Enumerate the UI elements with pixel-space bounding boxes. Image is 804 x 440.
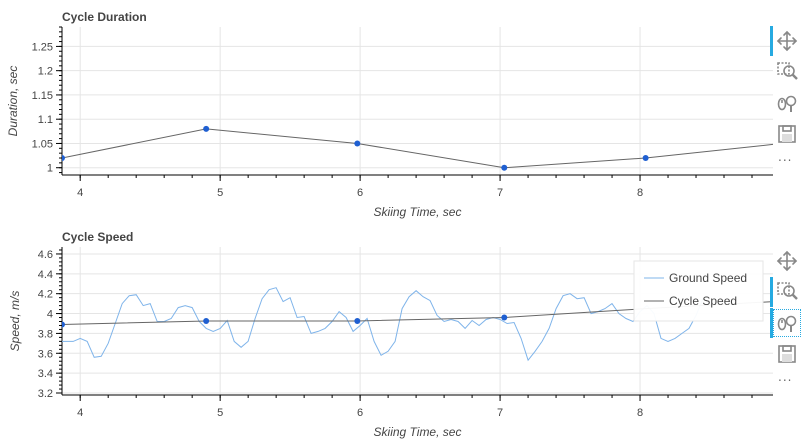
data-point — [642, 155, 649, 162]
ground-speed-line — [62, 287, 704, 362]
chart-title: Cycle Speed — [62, 230, 133, 244]
x-tick-label: 8 — [637, 407, 643, 419]
y-tick-label: 1.15 — [32, 90, 53, 102]
cycle-duration-svg: Cycle Duration 4 5 6 7 8 1 1.05 1.1 1.15 1.2 1.25 Sk… — [6, 10, 773, 219]
x-tick-label: 8 — [637, 187, 643, 199]
legend-entry-label: Cycle Speed — [669, 294, 737, 308]
data-point — [501, 164, 508, 171]
cycle-speed-svg: Cycle Speed 4 5 6 7 8 3.2 3.4 3.6 3.8 4 4.2 4.4 4.6 Sk… — [8, 230, 773, 439]
x-tick-label: 6 — [357, 187, 363, 199]
save-icon — [778, 345, 796, 363]
data-point — [203, 125, 210, 132]
box-zoom-tool[interactable] — [770, 277, 800, 307]
y-axis-label: Speed, m/s — [8, 291, 22, 352]
cycle-speed-chart: Cycle Speed 4 5 6 7 8 3.2 3.4 3.6 3.8 4 4.2 4.4 4.6 Sk… — [0, 220, 804, 440]
pan-icon — [776, 30, 798, 52]
save-tool[interactable] — [774, 121, 800, 147]
wheel-zoom-tool[interactable] — [774, 90, 800, 116]
x-tick-label: 7 — [497, 407, 503, 419]
chart-title: Cycle Duration — [62, 10, 147, 24]
x-tick-label: 4 — [77, 407, 83, 419]
data-point — [354, 140, 361, 147]
x-tick-label: 4 — [77, 187, 83, 199]
data-point — [62, 155, 65, 162]
pan-tool[interactable] — [774, 248, 800, 274]
pan-tool[interactable] — [770, 26, 800, 56]
save-tool[interactable] — [774, 341, 800, 367]
y-tick-label: 1.05 — [32, 138, 53, 150]
pan-icon — [776, 250, 798, 272]
y-tick-label: 4.2 — [38, 289, 53, 301]
plot-area — [62, 125, 773, 171]
y-tick-label: 1.2 — [38, 66, 53, 78]
y-tick-label: 4 — [47, 309, 53, 321]
more-options-button[interactable]: ... — [778, 150, 793, 164]
y-tick-label: 3.4 — [38, 368, 53, 380]
chart-toolbar: ... — [770, 248, 804, 398]
y-tick-label: 1.25 — [32, 41, 53, 53]
x-tick-label: 5 — [217, 187, 223, 199]
more-options-button[interactable]: ... — [778, 370, 793, 384]
x-axis-label: Skiing Time, sec — [374, 205, 462, 219]
legend-entry-label: Ground Speed — [669, 271, 747, 285]
y-axis-label: Duration, sec — [6, 66, 20, 137]
legend-box — [633, 260, 764, 322]
y-tick-label: 3.2 — [38, 388, 53, 400]
chart-toolbar: ... — [770, 26, 804, 178]
wheel-zoom-icon — [777, 95, 797, 112]
box-zoom-tool[interactable] — [774, 59, 800, 85]
save-icon — [778, 125, 796, 143]
data-point — [62, 321, 65, 328]
x-axis-label: Skiing Time, sec — [374, 425, 462, 439]
y-tick-label: 1 — [47, 163, 53, 175]
y-tick-label: 1.1 — [38, 114, 53, 126]
chart-legend: Ground Speed Cycle Speed — [633, 260, 764, 322]
y-tick-label: 4.4 — [38, 269, 53, 281]
y-tick-label: 3.6 — [38, 348, 53, 360]
data-point — [203, 318, 210, 324]
y-tick-label: 4.6 — [38, 249, 53, 261]
x-tick-label: 5 — [217, 407, 223, 419]
box-zoom-icon — [777, 62, 798, 80]
wheel-zoom-tool[interactable] — [770, 308, 801, 338]
box-zoom-icon — [777, 282, 798, 300]
x-tick-label: 7 — [497, 187, 503, 199]
wheel-zoom-icon — [777, 315, 797, 332]
cycle-duration-chart: Cycle Duration 4 5 6 7 8 1 1.05 1.1 1.15 1.2 1.25 Sk… — [6, 10, 804, 219]
x-tick-label: 6 — [357, 407, 363, 419]
data-point — [501, 314, 508, 321]
data-point — [354, 318, 361, 324]
series-line — [62, 128, 773, 169]
y-tick-label: 3.8 — [38, 328, 53, 340]
